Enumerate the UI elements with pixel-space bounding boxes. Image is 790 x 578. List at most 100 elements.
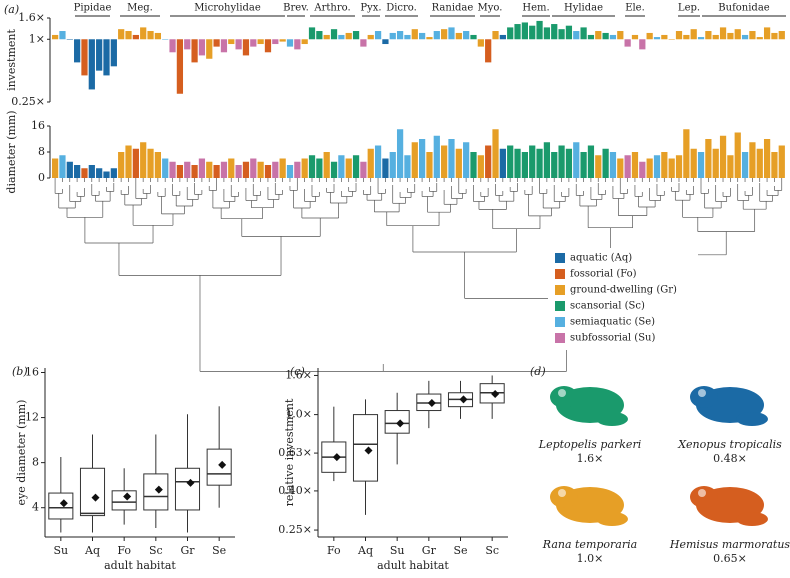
bar (470, 152, 477, 178)
bar (477, 155, 484, 178)
frog-leg (736, 512, 768, 526)
bar (191, 165, 198, 178)
family-label: Brev. (283, 3, 309, 14)
y-tick-label: 8 (38, 145, 45, 158)
bar (404, 155, 411, 178)
bar (66, 39, 73, 40)
bar (301, 158, 308, 178)
bar (705, 139, 712, 178)
bar (587, 145, 595, 178)
mean-marker (154, 485, 163, 494)
bar (631, 152, 639, 178)
bar (81, 39, 88, 76)
bar (653, 37, 661, 40)
bar (228, 39, 235, 45)
x-tick-label: Aq (357, 544, 373, 557)
frog-eye (558, 489, 566, 497)
bar (125, 145, 132, 178)
frog-eye (698, 389, 706, 397)
bar (132, 34, 139, 40)
panel-label: (a) (4, 3, 19, 16)
bar (250, 158, 257, 178)
bar (74, 39, 81, 63)
bar (448, 27, 455, 40)
bar (323, 152, 330, 178)
family-label: Hylidae (564, 3, 603, 14)
mean-marker (427, 398, 436, 407)
bar (580, 27, 587, 40)
species-value: 1.6× (577, 452, 604, 465)
x-axis-title: adult habitat (377, 559, 449, 572)
y-tick-label: 8 (32, 456, 39, 469)
bar (235, 165, 242, 178)
frog-head (550, 386, 578, 408)
bar (367, 148, 374, 178)
bar (529, 25, 536, 40)
frog-leg (736, 412, 768, 426)
frog-leg (596, 512, 628, 526)
bar (419, 139, 426, 178)
bar (433, 135, 440, 178)
box (48, 492, 74, 520)
y-axis-title: investment (5, 29, 18, 91)
family-label: Ele. (625, 3, 645, 14)
frog-head (690, 486, 718, 508)
bar (59, 155, 66, 178)
bar (176, 165, 184, 178)
bar (286, 39, 294, 47)
species-name: Xenopus tropicalis (677, 438, 782, 451)
legend-label: semiaquatic (Se) (570, 317, 655, 328)
bar (352, 31, 360, 40)
bar (250, 39, 257, 47)
bar (697, 152, 705, 178)
bar (308, 27, 316, 40)
box (79, 467, 106, 517)
bar (360, 161, 367, 178)
bar (389, 32, 396, 40)
bar (609, 152, 617, 178)
bar (463, 31, 470, 40)
x-tick-label: Sc (485, 544, 499, 557)
bar (455, 148, 462, 178)
species-name: Rana temporaria (542, 538, 637, 551)
bar (719, 27, 727, 40)
bar (323, 34, 330, 40)
mean-marker (59, 499, 68, 508)
panel-label: (d) (530, 365, 546, 378)
bar (727, 155, 734, 178)
bar (558, 29, 565, 40)
bar (602, 148, 609, 178)
bar (675, 155, 683, 178)
legend-swatch (555, 285, 565, 295)
bar (345, 158, 352, 178)
family-label: Microhylidae (194, 3, 261, 14)
bar (96, 39, 103, 71)
family-label: Arthro. (313, 3, 350, 14)
bar (426, 37, 433, 40)
bar (294, 39, 301, 50)
bar (132, 148, 139, 178)
bar (492, 129, 499, 178)
bar (220, 161, 228, 178)
bar (646, 158, 653, 178)
family-label: Lep. (678, 3, 700, 14)
bar (529, 145, 536, 178)
bar (147, 148, 154, 178)
bar (338, 34, 345, 40)
box (174, 467, 201, 511)
x-tick-label: Se (212, 544, 226, 557)
bar (749, 31, 756, 40)
bar (727, 32, 734, 40)
bar (382, 158, 389, 178)
bar (411, 29, 418, 40)
bar (521, 152, 528, 178)
legend-label: fossorial (Fo) (570, 269, 637, 280)
species-value: 1.0× (577, 552, 604, 565)
bar (712, 34, 719, 40)
family-label: Hem. (522, 3, 549, 14)
x-tick-label: Se (453, 544, 467, 557)
family-label: Pyx. (360, 3, 381, 14)
bar (184, 161, 191, 178)
bar (617, 31, 624, 40)
